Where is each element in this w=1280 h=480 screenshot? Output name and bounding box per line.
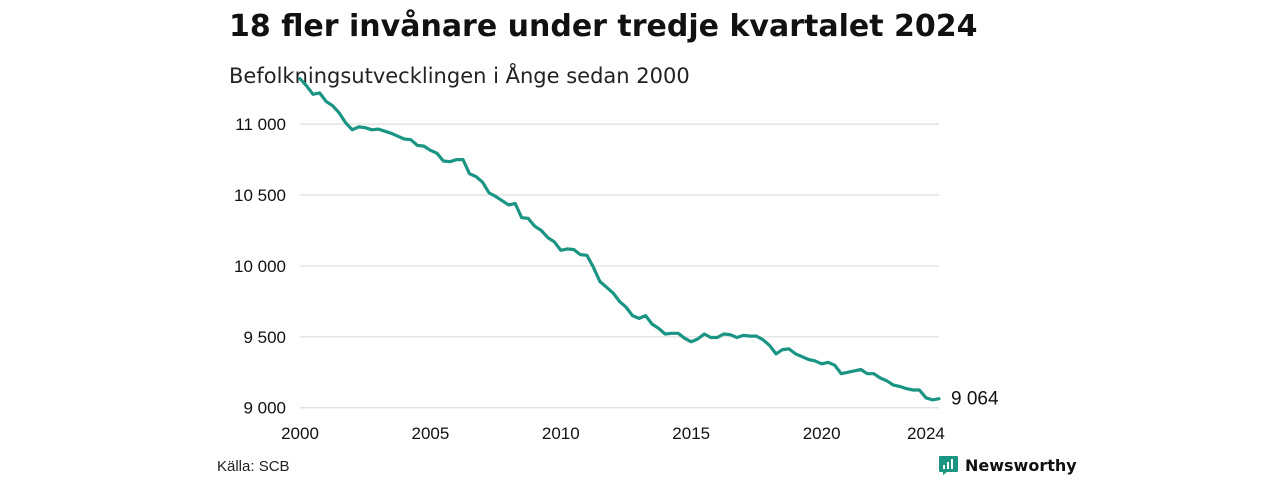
x-tick-label: 2000 bbox=[281, 424, 319, 443]
x-tick-label: 2024 bbox=[907, 424, 945, 443]
chart-title: 18 fler invånare under tredje kvartalet … bbox=[229, 9, 978, 44]
y-axis-tick-labels: 9 000 9 500 10 000 10 500 11 000 bbox=[234, 115, 286, 418]
y-tick-label: 10 500 bbox=[234, 186, 286, 205]
y-tick-label: 11 000 bbox=[235, 115, 286, 134]
x-axis-tick-labels: 2000 2005 2010 2015 2020 2024 bbox=[281, 424, 945, 443]
grid-lines bbox=[300, 123, 939, 409]
end-value-label: 9 064 bbox=[951, 389, 999, 410]
x-tick-label: 2020 bbox=[803, 424, 841, 443]
x-tick-label: 2015 bbox=[672, 424, 710, 443]
population-series-line bbox=[298, 77, 941, 402]
newsworthy-logo-icon bbox=[939, 456, 958, 475]
y-tick-label: 10 000 bbox=[234, 257, 286, 276]
x-tick-label: 2005 bbox=[411, 424, 449, 443]
x-tick-label: 2010 bbox=[542, 424, 580, 443]
brand-logo: Newsworthy bbox=[938, 455, 1077, 476]
y-tick-label: 9 000 bbox=[243, 399, 286, 418]
brand-name: Newsworthy bbox=[965, 455, 1077, 475]
series-layer bbox=[298, 77, 941, 402]
source-note: Källa: SCB bbox=[217, 458, 290, 475]
population-line-chart: 9 000 9 500 10 000 10 500 11 000 2000 2005 201… bbox=[234, 77, 999, 443]
y-tick-label: 9 500 bbox=[243, 328, 286, 347]
